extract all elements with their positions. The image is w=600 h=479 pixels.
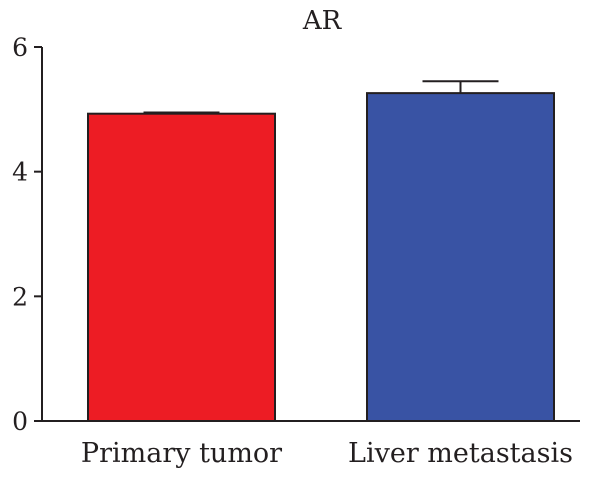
y-tick-label: 4	[12, 158, 28, 187]
bars-layer	[87, 92, 555, 423]
error-bars-layer	[143, 80, 499, 114]
bar-liver-metastasis	[366, 92, 555, 422]
y-tick-label: 2	[12, 282, 28, 311]
x-axis-labels: Primary tumor Liver metastasis	[81, 438, 573, 469]
y-axis-ticks: 0 2 4 6	[12, 33, 42, 436]
bar-primary-tumor	[87, 112, 276, 423]
y-tick-label: 0	[12, 407, 28, 436]
y-tick-label: 6	[12, 33, 28, 62]
x-category-label: Liver metastasis	[348, 438, 573, 469]
chart-title: AR	[302, 6, 343, 36]
x-category-label: Primary tumor	[81, 438, 282, 469]
